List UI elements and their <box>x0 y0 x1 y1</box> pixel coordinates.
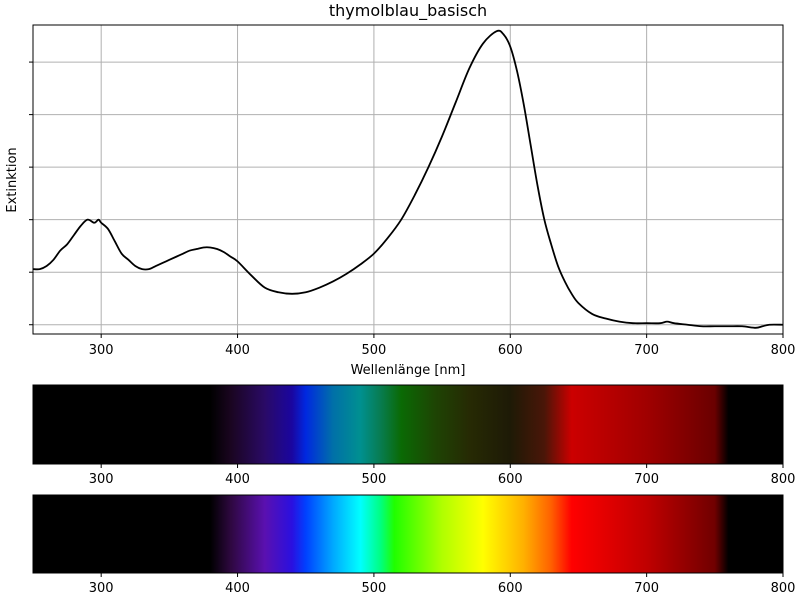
plot-background <box>33 25 783 334</box>
strip-tick-label: 300 <box>89 472 114 487</box>
strip-x-axis-ticks: 300 400 500 600 700 800 <box>89 464 796 487</box>
x-tick-label: 400 <box>225 343 250 358</box>
reference-color-bar <box>33 495 783 573</box>
strip-tick-label: 600 <box>498 581 523 596</box>
absorbance-plot: 300 400 500 600 700 800 thymolblau_basisch We… <box>5 1 795 378</box>
strip-tick-label: 700 <box>634 472 659 487</box>
strip-tick-label: 300 <box>89 581 114 596</box>
strip-tick-label: 400 <box>225 581 250 596</box>
x-tick-label: 800 <box>771 343 796 358</box>
strip-tick-label: 500 <box>361 581 386 596</box>
strip-frame <box>32 494 784 574</box>
strip-tick-label: 700 <box>634 581 659 596</box>
x-axis-label: Wellenlänge [nm] <box>351 363 466 378</box>
strip-frame <box>32 384 784 465</box>
absorbance-curve <box>33 29 783 329</box>
y-axis-label: Extinktion <box>5 147 20 212</box>
horizontal-gridlines <box>33 61 783 326</box>
plot-frame <box>32 24 784 335</box>
transmission-color-bar <box>33 385 783 464</box>
x-axis-ticks: 300 400 500 600 700 800 <box>89 334 796 358</box>
strip-tick-label: 800 <box>771 472 796 487</box>
strip-x-axis-ticks: 300 400 500 600 700 800 <box>89 573 796 596</box>
y-axis-ticks <box>29 61 33 326</box>
reference-spectrum-strip: 300 400 500 600 700 800 <box>32 494 796 596</box>
chart-title: thymolblau_basisch <box>329 1 487 21</box>
strip-tick-label: 500 <box>361 472 386 487</box>
x-tick-label: 500 <box>361 343 386 358</box>
strip-tick-label: 400 <box>225 472 250 487</box>
x-tick-label: 300 <box>89 343 114 358</box>
x-tick-label: 700 <box>634 343 659 358</box>
strip-tick-label: 600 <box>498 472 523 487</box>
strip-tick-label: 800 <box>771 581 796 596</box>
transmission-spectrum-strip: 300 400 500 600 700 800 <box>32 384 796 487</box>
x-tick-label: 600 <box>498 343 523 358</box>
